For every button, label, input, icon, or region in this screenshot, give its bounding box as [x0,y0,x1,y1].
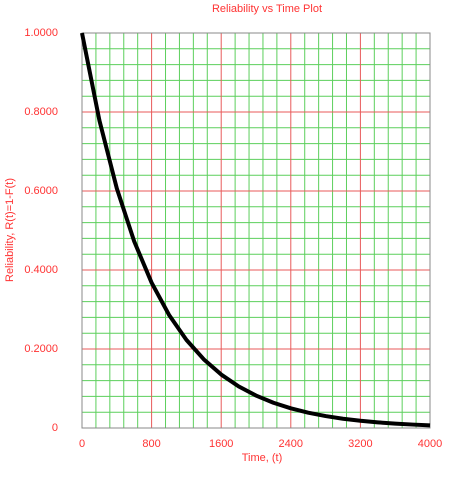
x-axis-label: Time, (t) [242,452,283,464]
x-tick-label: 3200 [348,438,372,450]
y-tick-label: 0.4000 [24,264,58,276]
y-axis-label: Reliability, R(t)=1-F(t) [4,178,16,282]
x-tick-label: 0 [79,438,85,450]
y-tick-label: 1.0000 [24,27,58,39]
x-tick-label: 800 [142,438,160,450]
plot-frame [81,32,431,429]
x-tick-label: 2400 [279,438,303,450]
x-tick-label: 4000 [418,438,442,450]
chart-title: Reliability vs Time Plot [212,3,322,15]
y-tick-label: 0.2000 [24,343,58,355]
y-tick-label: 0.6000 [24,185,58,197]
y-tick-label: 0.8000 [24,106,58,118]
line [80,32,431,428]
y-tick-label: 0 [52,422,58,434]
x-tick-label: 1600 [209,438,233,450]
